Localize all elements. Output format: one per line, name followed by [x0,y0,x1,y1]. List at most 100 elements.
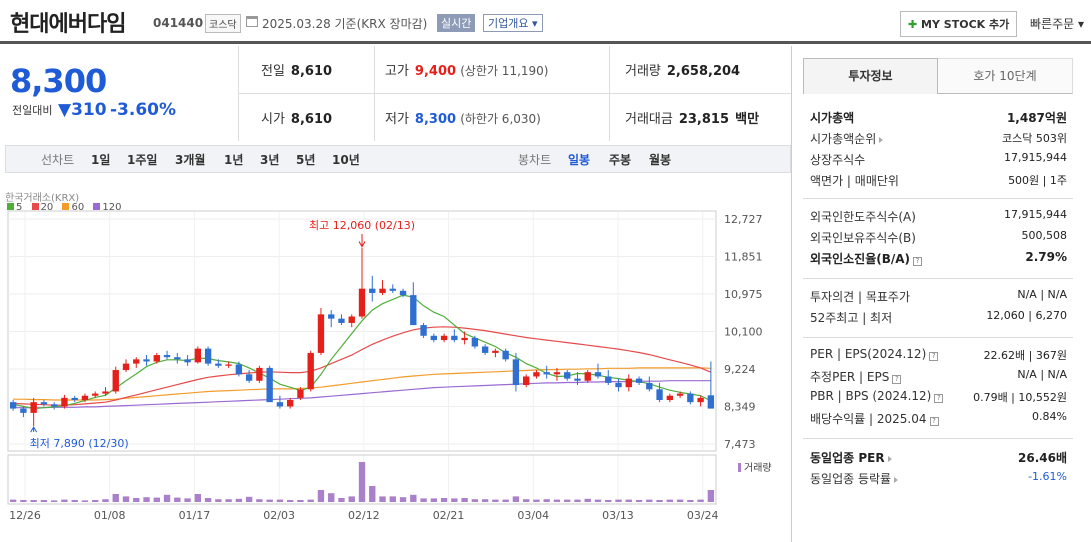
x-tick-label: 01/17 [179,509,211,522]
arrow-icon[interactable] [887,456,892,462]
candle-body [122,363,130,371]
candle-body [297,389,304,398]
line-chart-label: 선차트 [41,153,75,167]
candle-body [399,290,407,296]
compare-label: 전일대비 [12,104,53,117]
period-5y[interactable]: 5년 [296,153,316,167]
volume-bar [20,500,27,502]
candle-body [420,325,427,336]
volume-bar [40,500,48,502]
candle-body [656,389,663,401]
volume-bar [348,496,355,502]
y-tick-label: 12,727 [724,213,763,226]
arrow-icon[interactable] [879,137,884,143]
volume-bar [512,496,520,502]
x-tick-label: 12/26 [9,509,41,522]
y-tick-label: 9,224 [724,363,756,376]
max-price-label: 최고 12,060 (02/13) [309,219,415,232]
info-help-icon[interactable]: ? [934,394,944,403]
current-price: 8,300 [10,62,107,100]
info-value: -1.61% [1028,470,1067,483]
amount-unit: 백만 [735,112,760,127]
period-3y[interactable]: 3년 [260,153,280,167]
add-my-stock-label: MY STOCK 추가 [921,18,1010,31]
info-help-icon[interactable]: ? [913,257,923,266]
volume-bar [112,494,119,502]
ma20-swatch [31,203,39,210]
info-group-g3: 투자의견 | 목표주가 N/A | N/A 52주최고 | 최저 12,060 | 6… [803,286,1073,328]
candle-body [512,359,520,386]
x-tick-label: 02/03 [263,509,295,522]
x-tick-label: 02/12 [348,509,380,522]
ma120-line [13,380,711,409]
info-value: 12,060 | 6,270 [986,309,1067,322]
info-row: 상장주식수 17,915,944 [803,149,1073,170]
period-weekly[interactable]: 주봉 [609,153,632,167]
amount-label: 거래대금 [625,112,673,127]
info-value: 1,487억원 [1006,111,1067,125]
candle-body [338,318,345,323]
period-1w[interactable]: 1주일 [127,153,158,167]
candle-body [481,346,489,353]
y-tick-label: 10,100 [724,326,763,339]
volume-bar [50,500,58,502]
candle-body [163,355,171,358]
candle-body [266,367,273,403]
period-1y[interactable]: 1년 [224,153,244,167]
info-key: 동일업종 PER [810,449,892,466]
candle-body [71,397,78,401]
period-1d[interactable]: 1일 [91,153,111,167]
volume-bar [92,500,99,502]
ma60-swatch [62,203,70,210]
add-my-stock-button[interactable]: ✚ MY STOCK 추가 [900,11,1018,37]
candle-body [584,372,591,381]
info-key: 동일업종 등락률 [810,470,899,487]
volume-bar [102,499,109,502]
base-date: 2025.03.28 기준(KRX 장마감) [262,17,428,31]
period-3m[interactable]: 3개월 [175,153,206,167]
candle-body [215,363,222,366]
volume-bar [225,499,232,502]
tab-investment-info[interactable]: 투자정보 [803,58,938,94]
info-key: PER | EPS(2024.12)? [810,347,939,361]
company-overview-dropdown[interactable]: 기업개요 ▾ [483,14,543,32]
realtime-button[interactable]: 실시간 [437,14,476,32]
candle-body [451,335,458,341]
volume-bar [522,499,530,502]
info-help-icon[interactable]: ? [929,352,939,361]
volume-bar [553,499,561,502]
candle-body [307,352,314,390]
quick-order-dropdown[interactable]: 빠른주문 ▾ [1030,17,1084,31]
arrow-icon[interactable] [894,477,899,483]
info-help-icon[interactable]: ? [929,417,939,426]
calendar-icon [246,16,258,27]
open-value: 8,610 [290,112,333,127]
period-daily[interactable]: 일봉 [568,153,591,167]
volume-bar [594,499,602,502]
info-help-icon[interactable]: ? [892,375,902,384]
candle-body [625,378,632,388]
volume-bar [471,499,479,502]
low-label: 저가 [385,112,409,127]
info-group-g1: 시가총액 1,487억원 시가총액순위 코스닥 503위 상장주식수 17,915,944… [803,107,1073,191]
candle-body [9,402,17,409]
volume-bar [276,499,284,502]
candle-body [194,348,202,363]
period-10y[interactable]: 10년 [332,153,360,167]
price-chart[interactable]: 12,727 11,851 10,975 10,100 9,224 8,349 7,473 1… [0,210,790,542]
volume-bar [358,462,366,502]
divider [803,198,1073,199]
volume-bar [543,499,550,502]
candle-body [676,393,684,396]
candle-body [533,372,540,377]
candle-body [430,335,438,341]
candle-body [440,335,448,341]
period-monthly[interactable]: 월봉 [649,153,672,167]
tab-orderbook-10[interactable]: 호가 10단계 [938,58,1073,94]
ma60-line [13,367,711,401]
candle-body [317,314,325,353]
prev-close-label: 전일 [261,64,285,79]
candle-body [133,359,140,364]
info-row: 액면가 | 매매단위 500원 | 1주 [803,170,1073,191]
x-tick-label: 03/13 [602,509,634,522]
